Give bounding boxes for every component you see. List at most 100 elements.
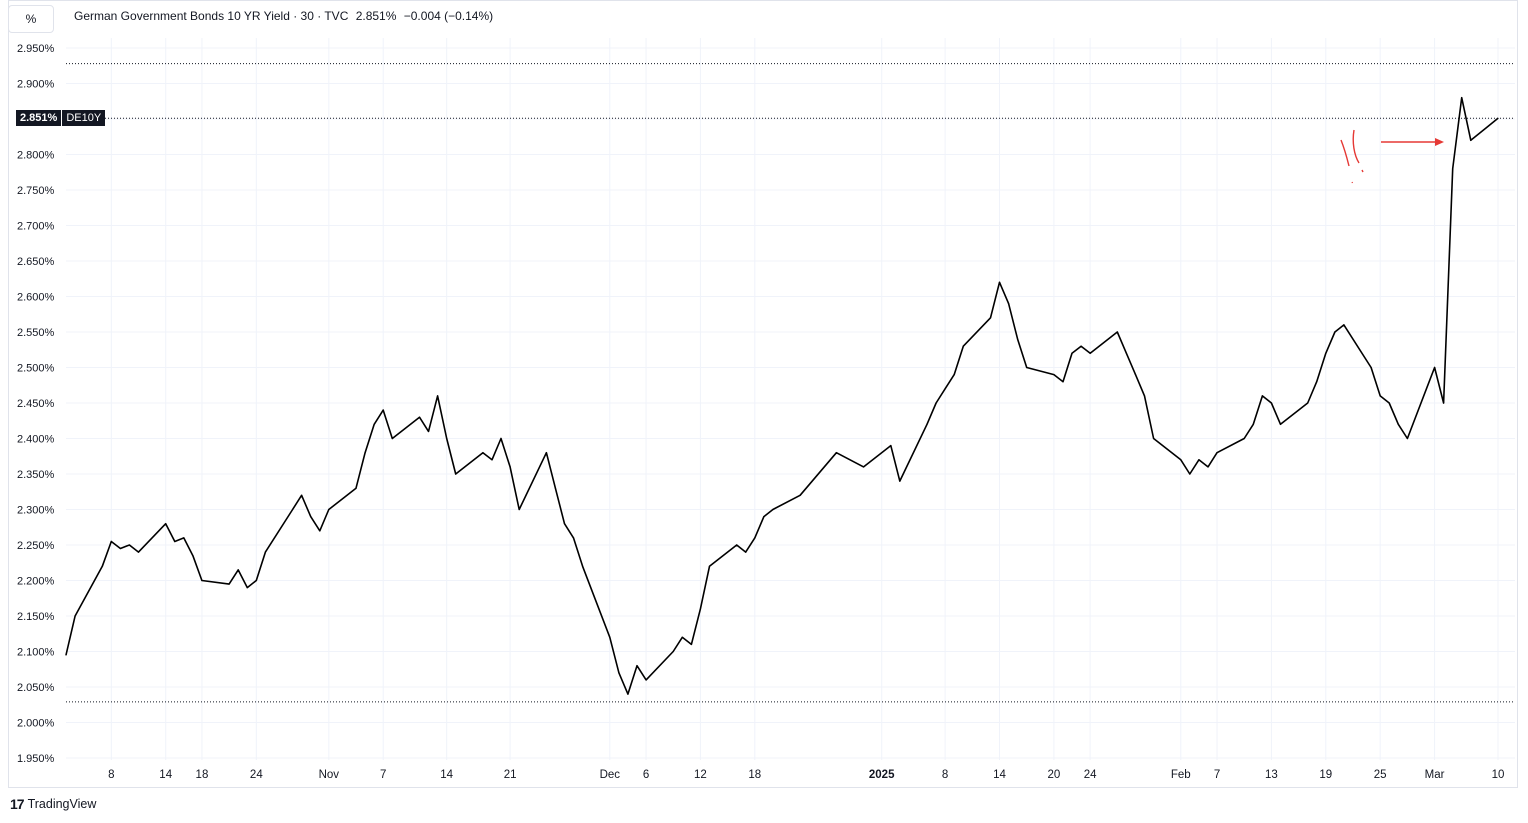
y-tick-label: 2.000% [17, 718, 55, 730]
data-point [1089, 352, 1091, 354]
x-tick-label: 8 [942, 769, 948, 781]
data-point [1189, 473, 1191, 475]
data-point [1433, 366, 1436, 369]
data-point [246, 587, 248, 589]
data-point [446, 437, 448, 440]
data-point [890, 445, 892, 447]
brand-name: TradingView [27, 797, 97, 811]
last-value: 2.851% [355, 9, 397, 23]
y-tick-label: 2.100% [17, 647, 55, 659]
data-point [137, 551, 140, 553]
footer-brand[interactable]: 17 TradingView [10, 796, 96, 812]
x-tick-label: Feb [1171, 769, 1191, 781]
y-tick-label: 1.950% [17, 753, 55, 765]
data-point [264, 551, 266, 553]
data-point [681, 636, 683, 638]
data-point [237, 569, 239, 571]
data-point [1053, 374, 1055, 376]
y-tick-label: 2.700% [17, 221, 55, 233]
data-point [618, 672, 620, 674]
data-point [672, 650, 674, 653]
x-tick-label: 14 [440, 769, 453, 781]
chart-legend-header: German Government Bonds 10 YR Yield · 30… [74, 9, 497, 23]
data-point [545, 452, 547, 454]
data-point [328, 508, 330, 511]
x-tick-label: Mar [1425, 769, 1445, 781]
data-point [1406, 437, 1408, 440]
x-tick-label: 18 [748, 769, 761, 781]
data-point [745, 551, 747, 553]
y-axis-labels: 2.950%2.900%2.850%2.800%2.750%2.700%2.65… [17, 43, 55, 765]
data-point [1243, 437, 1245, 440]
x-axis-labels: 8 14 18 24 Nov 7 14 21 Dec 6 12 18 2025 8 14 20 24 Feb 7 13… [108, 769, 1504, 781]
data-point [1071, 352, 1073, 354]
data-point [699, 608, 702, 610]
tradingview-logo-icon: 17 [10, 796, 25, 812]
change-value: −0.004 (−0.14%) [403, 9, 494, 23]
x-tick-label: 6 [643, 769, 649, 781]
data-point [690, 643, 692, 646]
data-point [1461, 97, 1463, 99]
data-point [174, 540, 176, 543]
data-point [1017, 338, 1019, 340]
data-point [799, 494, 801, 496]
data-point [319, 530, 321, 532]
price-tag-value: 2.851% [16, 110, 62, 126]
data-point [1452, 168, 1454, 170]
x-tick-label: 20 [1048, 769, 1061, 781]
unit-selector[interactable]: % [8, 5, 54, 33]
reference-lines [66, 63, 1515, 703]
data-point [1270, 402, 1273, 404]
annotation-mark-1 [1340, 139, 1350, 167]
data-point [1307, 402, 1309, 404]
data-point [1007, 303, 1010, 305]
x-tick-label: 12 [694, 769, 707, 781]
yield-line [65, 96, 1499, 695]
symbol-title: German Government Bonds 10 YR Yield · 30… [74, 9, 349, 23]
data-point [391, 437, 393, 440]
data-point [310, 516, 312, 518]
data-point [500, 437, 502, 440]
data-point [563, 523, 566, 525]
data-point [935, 402, 937, 404]
data-point [645, 679, 647, 681]
data-point [1497, 117, 1499, 119]
data-point [65, 654, 67, 656]
data-point [101, 565, 103, 567]
data-point [291, 508, 294, 511]
data-point [1325, 352, 1327, 354]
x-tick-label: Dec [600, 769, 621, 781]
data-point [1026, 366, 1028, 369]
data-point [74, 615, 76, 617]
x-tick-label: 7 [380, 769, 386, 781]
x-tick-label: 14 [159, 769, 172, 781]
data-point [953, 374, 955, 376]
x-tick-label: 7 [1214, 769, 1220, 781]
data-point [455, 473, 457, 475]
data-point [509, 466, 511, 468]
data-point [1443, 402, 1445, 404]
y-tick-label: 2.450% [17, 398, 55, 410]
data-point [572, 537, 575, 539]
data-point [1080, 345, 1082, 347]
x-tick-label: 13 [1265, 769, 1278, 781]
data-point [736, 544, 738, 546]
y-tick-label: 2.250% [17, 540, 55, 552]
data-point [989, 317, 992, 319]
data-point [301, 494, 303, 496]
data-point [998, 281, 1001, 283]
data-point [491, 459, 493, 461]
y-tick-label: 2.050% [17, 682, 55, 694]
data-point [708, 565, 711, 567]
grid [66, 38, 1515, 760]
data-point [1279, 423, 1282, 425]
data-point [1343, 324, 1345, 326]
x-tick-label: 2025 [869, 769, 895, 781]
data-point [1397, 423, 1399, 425]
data-point [1470, 139, 1472, 141]
price-chart[interactable]: 2.950%2.900%2.850%2.800%2.750%2.700%2.65… [0, 0, 1528, 790]
data-point [1143, 395, 1146, 397]
data-point [228, 583, 230, 585]
data-point [201, 579, 203, 582]
data-point [1370, 366, 1372, 369]
